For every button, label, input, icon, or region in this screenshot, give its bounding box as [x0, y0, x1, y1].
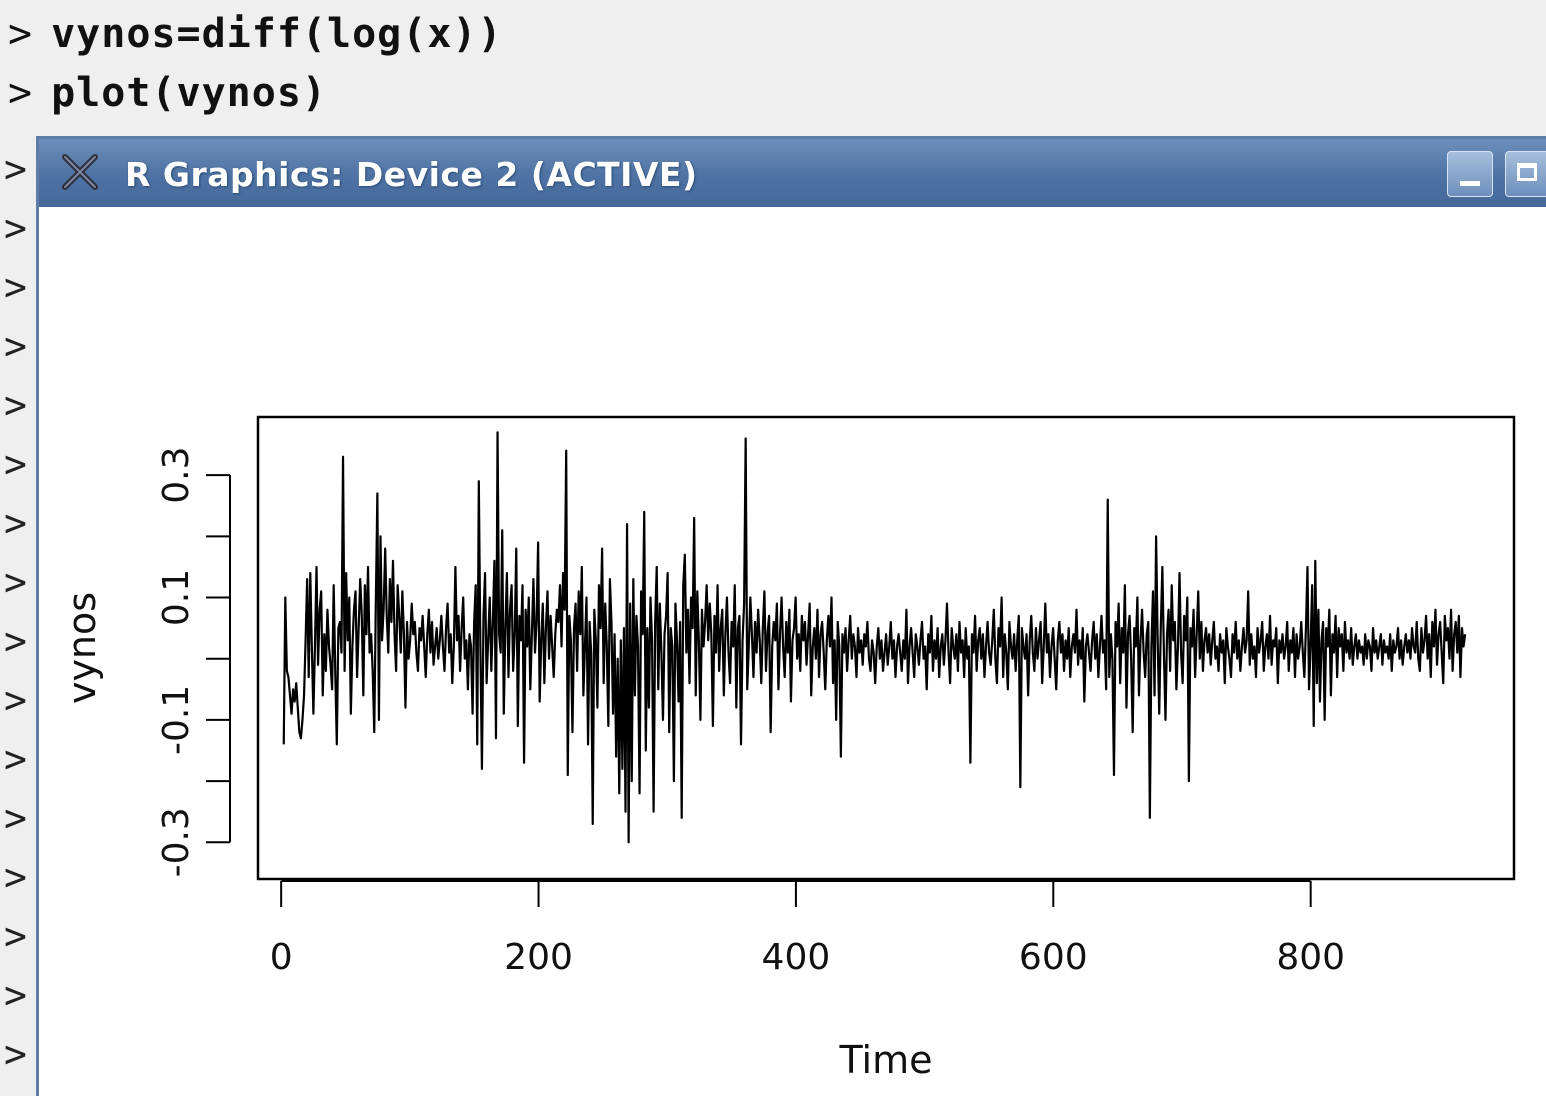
- console-prompt: >: [4, 560, 27, 604]
- y-axis-label: vynos: [60, 592, 104, 704]
- console-prompt: >: [4, 855, 27, 899]
- console-command-line: > vynos=diff(log(x)): [8, 10, 503, 58]
- console-prompt: >: [4, 147, 27, 191]
- console-prompt: >: [4, 678, 27, 722]
- maximize-button[interactable]: [1505, 151, 1546, 197]
- x-tick-label: 800: [1276, 937, 1345, 978]
- r-graphics-window[interactable]: R Graphics: Device 2 (ACTIVE) -0.3 -0.1 0.…: [36, 136, 1546, 1096]
- maximize-icon: [1517, 163, 1537, 181]
- y-tick-label: 0.3: [156, 446, 197, 503]
- console-prompt: >: [8, 11, 34, 57]
- console-prompt: >: [4, 324, 27, 368]
- x-tick-label: 600: [1019, 937, 1088, 978]
- plot-canvas: -0.3 -0.1 0.1 0.3 0 200 400 600 800 Time vynos: [39, 207, 1546, 1096]
- console-prompt: >: [4, 501, 27, 545]
- x-axis: 0 200 400 600 800: [270, 880, 1345, 978]
- console-prompt: >: [8, 70, 34, 116]
- x-axis-label: Time: [839, 1038, 933, 1082]
- y-axis: -0.3 -0.1 0.1 0.3: [156, 446, 231, 877]
- console-prompt: >: [4, 442, 27, 486]
- console-prompt: >: [4, 796, 27, 840]
- console-command-text: plot(vynos): [51, 70, 327, 116]
- console-prompt: >: [4, 383, 27, 427]
- series-line-vynos: [282, 431, 1467, 844]
- console-prompt: >: [4, 914, 27, 958]
- close-x-icon[interactable]: [59, 151, 101, 193]
- console-prompt: >: [4, 265, 27, 309]
- minimize-icon: [1460, 181, 1480, 186]
- console-prompt: >: [4, 619, 27, 663]
- x-tick-label: 200: [504, 937, 573, 978]
- console-prompt: >: [4, 1032, 27, 1076]
- window-title: R Graphics: Device 2 (ACTIVE): [125, 155, 698, 194]
- console-command-text: vynos=diff(log(x)): [51, 11, 503, 57]
- x-tick-label: 0: [270, 937, 293, 978]
- minimize-button[interactable]: [1447, 151, 1493, 197]
- console-command-line: > plot(vynos): [8, 69, 327, 117]
- time-series-plot: -0.3 -0.1 0.1 0.3 0 200 400 600 800 Time vynos: [60, 415, 1516, 1082]
- console-prompt: >: [4, 206, 27, 250]
- y-tick-label: 0.1: [156, 569, 197, 626]
- y-tick-label: -0.1: [156, 685, 197, 755]
- x-tick-label: 400: [762, 937, 831, 978]
- window-titlebar[interactable]: R Graphics: Device 2 (ACTIVE): [39, 139, 1546, 207]
- console-idle-prompts: > > > > > > > > > > > > > > > >: [4, 140, 38, 1084]
- console-prompt: >: [4, 737, 27, 781]
- plot-frame: [256, 415, 1516, 881]
- y-tick-label: -0.3: [156, 807, 197, 877]
- console-prompt: >: [4, 973, 27, 1017]
